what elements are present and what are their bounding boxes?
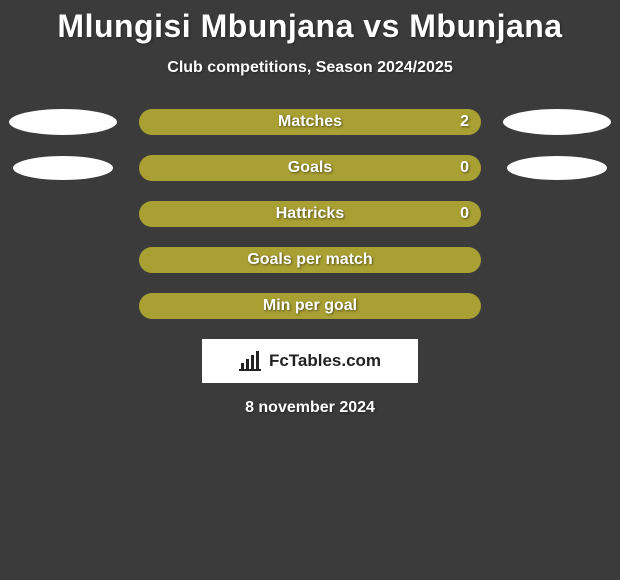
stat-row-hattricks: Hattricks 0	[0, 201, 620, 227]
bar-goals: Goals 0	[139, 155, 481, 181]
bar-value: 0	[460, 205, 469, 223]
stat-row-min-per-goal: Min per goal	[0, 293, 620, 319]
right-blob	[503, 109, 611, 135]
bar-label: Min per goal	[263, 297, 357, 315]
bar-label: Matches	[278, 113, 342, 131]
left-blob	[9, 109, 117, 135]
bar-min-per-goal: Min per goal	[139, 293, 481, 319]
subtitle: Club competitions, Season 2024/2025	[0, 59, 620, 77]
bar-label: Hattricks	[276, 205, 344, 223]
bar-matches: Matches 2	[139, 109, 481, 135]
bar-hattricks: Hattricks 0	[139, 201, 481, 227]
right-blob	[507, 156, 607, 180]
stat-row-goals-per-match: Goals per match	[0, 247, 620, 273]
bar-label: Goals per match	[247, 251, 372, 269]
stats-bars: Matches 2 Goals 0 Hattricks 0 Goals	[0, 109, 620, 319]
bar-goals-per-match: Goals per match	[139, 247, 481, 273]
bar-label: Goals	[288, 159, 332, 177]
infographic-container: Mlungisi Mbunjana vs Mbunjana Club compe…	[0, 0, 620, 580]
page-title: Mlungisi Mbunjana vs Mbunjana	[0, 0, 620, 45]
left-blob	[13, 156, 113, 180]
stat-row-goals: Goals 0	[0, 155, 620, 181]
bar-value: 2	[460, 113, 469, 131]
stat-row-matches: Matches 2	[0, 109, 620, 135]
bar-value: 0	[460, 159, 469, 177]
date-text: 8 november 2024	[0, 399, 620, 417]
watermark-inner: FcTables.com	[239, 351, 381, 371]
bars-chart-icon	[239, 351, 263, 371]
watermark-badge: FcTables.com	[202, 339, 418, 383]
watermark-text: FcTables.com	[269, 351, 381, 371]
